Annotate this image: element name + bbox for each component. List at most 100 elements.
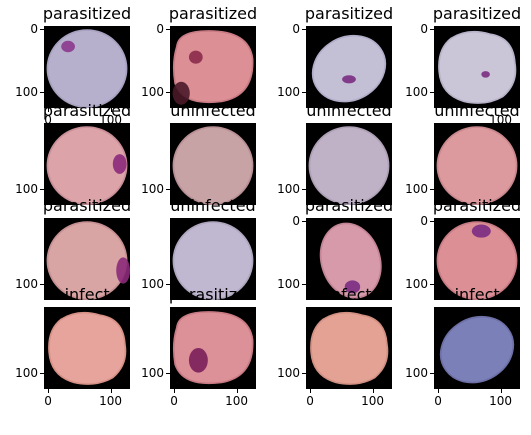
cell-body: [436, 221, 518, 300]
image-panel: parasitized 0 100 0 100: [15, 4, 140, 128]
y-tick-label: 100: [141, 276, 164, 291]
cell-svg: [44, 26, 130, 108]
x-tick-mark: [237, 389, 239, 393]
y-tick-mark: [302, 29, 306, 31]
cell-image: [306, 123, 392, 205]
cell-svg: [306, 26, 392, 108]
x-tick-label: 0: [170, 394, 178, 408]
cell-body: [308, 126, 390, 205]
image-panel: uninfected 100: [141, 101, 266, 225]
parasite-spot: [471, 224, 491, 238]
parasite-spot: [112, 154, 127, 174]
image-panel: parasitized 0 100: [141, 4, 266, 128]
x-tick-mark: [501, 389, 503, 393]
y-tick-mark: [302, 283, 306, 285]
x-tick-mark: [373, 389, 375, 393]
cell-body: [310, 311, 389, 385]
y-tick-mark: [166, 372, 170, 374]
image-panel: parasitized 100: [15, 198, 140, 320]
x-tick-mark: [48, 108, 50, 112]
cell-image: [170, 123, 256, 205]
cell-svg: [44, 123, 130, 205]
cell-image: [306, 307, 392, 389]
y-tick-mark: [166, 91, 170, 93]
y-tick-mark: [302, 221, 306, 223]
image-panel: uninfected 100 0 100: [15, 287, 140, 409]
image-panel: uninfected 100: [141, 196, 266, 320]
cell-body: [439, 315, 515, 384]
parasite-spot: [172, 81, 190, 105]
image-panel: uninfected 100: [277, 103, 402, 225]
cell-body: [46, 29, 128, 108]
y-tick-label: 100: [15, 276, 38, 291]
cell-body: [172, 30, 254, 104]
x-tick-label: 100: [361, 394, 384, 408]
panel-title: uninfected: [170, 196, 256, 215]
cell-image: [44, 26, 130, 108]
x-tick-mark: [111, 389, 113, 393]
y-tick-mark: [40, 283, 44, 285]
y-tick-mark: [430, 372, 434, 374]
cell-image: [170, 307, 256, 389]
cell-svg: [434, 123, 520, 205]
x-tick-label: 0: [44, 394, 52, 408]
y-tick-label: 100: [405, 84, 428, 99]
cell-svg: [170, 26, 256, 108]
y-tick-label: 100: [141, 365, 164, 380]
cell-body: [436, 126, 518, 205]
panel-title: uninfected: [306, 285, 392, 304]
panel-title: parasitized: [168, 4, 258, 23]
parasite-spot: [481, 71, 490, 78]
cell-svg: [306, 123, 392, 205]
cell-svg: [306, 307, 392, 389]
x-tick-label: 0: [434, 394, 442, 408]
y-tick-mark: [302, 91, 306, 93]
x-tick-mark: [48, 389, 50, 393]
cell-image: [434, 26, 520, 108]
y-tick-label: 100: [15, 365, 38, 380]
cell-body: [438, 30, 517, 104]
y-tick-label: 100: [405, 276, 428, 291]
image-panel: parasitized 100: [15, 101, 140, 225]
y-tick-label: 100: [405, 181, 428, 196]
y-tick-label: 0: [420, 214, 428, 229]
cell-body: [46, 126, 128, 205]
panel-title: parasitized: [42, 101, 132, 120]
y-tick-mark: [40, 372, 44, 374]
image-panel: parasitized 0 100: [405, 198, 530, 320]
y-tick-label: 100: [405, 365, 428, 380]
cell-body: [319, 222, 382, 299]
y-tick-label: 100: [277, 84, 300, 99]
panel-title: parasitized: [168, 285, 258, 304]
y-tick-mark: [166, 188, 170, 190]
y-tick-label: 100: [277, 365, 300, 380]
y-tick-label: 0: [292, 22, 300, 37]
cell-svg: [44, 218, 130, 300]
cell-svg: [306, 218, 392, 300]
panel-title: parasitized: [432, 4, 522, 23]
y-tick-mark: [430, 29, 434, 31]
parasite-spot: [342, 75, 356, 84]
cell-image: [434, 218, 520, 300]
y-tick-mark: [430, 91, 434, 93]
x-tick-mark: [501, 108, 503, 112]
panel-title: parasitized: [304, 196, 394, 215]
x-tick-label: 100: [489, 394, 512, 408]
panel-title: parasitized: [42, 4, 132, 23]
y-tick-label: 0: [156, 22, 164, 37]
cell-image: [306, 26, 392, 108]
y-tick-label: 0: [30, 22, 38, 37]
parasite-spot: [116, 257, 130, 284]
image-panel: parasitized 100 0 100: [141, 285, 266, 409]
y-tick-label: 100: [15, 181, 38, 196]
y-tick-label: 100: [141, 181, 164, 196]
panel-title: uninfected: [170, 101, 256, 120]
cell-body: [48, 311, 127, 385]
parasite-spot: [344, 280, 361, 294]
image-panel: uninfected 100 0 100: [405, 285, 530, 409]
parasite-spot: [188, 50, 203, 64]
panel-title: uninfected: [434, 285, 520, 304]
x-tick-label: 100: [99, 394, 122, 408]
image-panel: parasitized 0 100: [277, 196, 402, 320]
cell-svg: [44, 307, 130, 389]
